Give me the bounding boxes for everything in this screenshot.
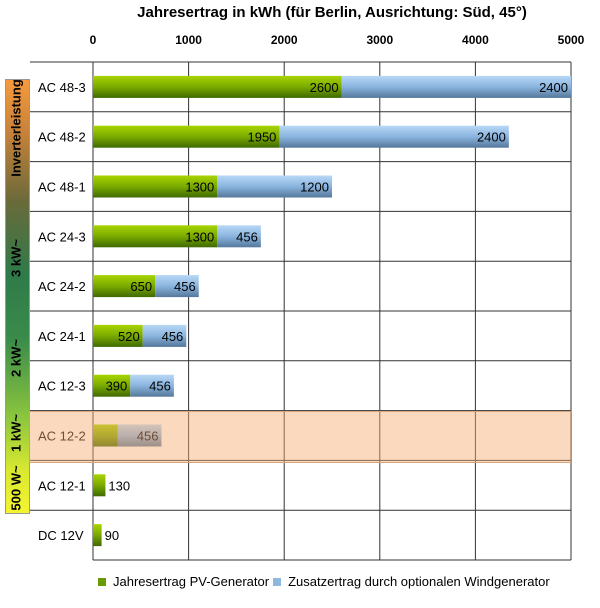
bar-wind [217,175,332,198]
data-label: 390 [106,379,128,394]
data-label: 456 [236,229,258,244]
data-label: 2400 [477,130,506,145]
scale-label-1kw: 1 kW~ [8,414,24,452]
category-label: AC 12-2 [38,429,86,444]
scale-label-3kw: 3 kW~ [8,239,24,277]
data-label: 90 [105,528,119,543]
data-label: 1950 [247,130,276,145]
data-label: 1300 [185,229,214,244]
bar-wind [341,75,571,98]
bar-pv [93,175,218,198]
inverter-scale-title: Inverterleistung [8,79,24,177]
data-label: 2600 [310,80,339,95]
inverter-power-scale [5,79,30,514]
bar-pv [93,125,280,148]
x-tick-label: 4000 [462,33,489,47]
data-label: 520 [118,329,140,344]
data-label: 456 [137,429,159,444]
legend-label-wind: Zusatzertrag durch optionalen Windgenera… [288,574,550,589]
data-label: 650 [130,279,152,294]
data-label: 130 [108,478,130,493]
x-tick-label: 3000 [366,33,393,47]
bar-wind [142,324,187,347]
data-label: 1200 [300,180,329,195]
data-label: 456 [174,279,196,294]
category-label: DC 12V [38,528,84,543]
bar-wind [155,275,199,298]
bar-pv [93,225,218,248]
category-label: AC 48-3 [38,80,86,95]
data-label: 456 [149,379,171,394]
category-label: AC 24-2 [38,279,86,294]
legend-label-pv: Jahresertrag PV-Generator [113,574,270,589]
bar-pv [93,474,106,497]
bar-pv [93,374,131,397]
bar-pv [93,75,342,98]
highlight-row [29,411,571,463]
legend: Jahresertrag PV-Generator Zusatzertrag d… [98,574,550,589]
scale-label-500w: 500 W~ [8,465,24,511]
category-label: AC 24-3 [38,229,86,244]
category-label: AC 12-1 [38,478,86,493]
bar-wind [130,374,174,397]
legend-swatch-wind [273,577,282,586]
data-label: 1300 [185,180,214,195]
category-label: AC 12-3 [38,379,86,394]
bar-pv [93,275,156,298]
legend-swatch-pv [98,577,106,586]
data-label: 2400 [539,80,568,95]
scale-label-2kw: 2 kW~ [8,339,24,377]
category-label: AC 48-1 [38,180,86,195]
bar-wind [217,225,261,248]
x-tick-label: 1000 [175,33,202,47]
bar-wind [279,125,509,148]
bar-pv [93,324,143,347]
category-label: AC 48-2 [38,130,86,145]
bar-wind [117,424,162,447]
bar-pv [93,524,102,547]
chart-title: Jahresertrag in kWh (für Berlin, Ausrich… [137,4,527,21]
category-label: AC 24-1 [38,329,86,344]
x-tick-label: 5000 [558,33,585,47]
bar-pv [93,424,118,447]
x-tick-label: 0 [90,33,97,47]
x-tick-label: 2000 [271,33,298,47]
data-label: 456 [162,329,184,344]
